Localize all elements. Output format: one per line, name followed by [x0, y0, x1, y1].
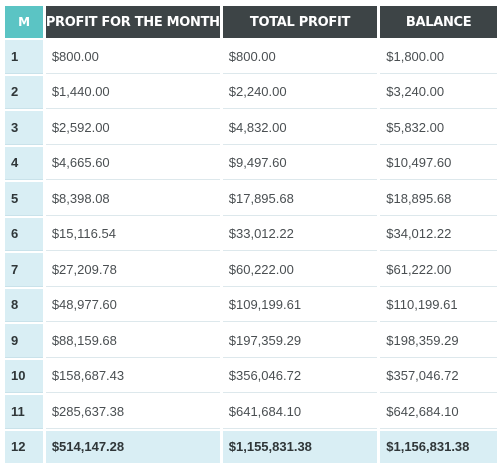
total-profit-cell: $33,012.22	[222, 217, 378, 251]
month-cell: 1	[5, 40, 43, 74]
total-profit-cell: $17,895.68	[222, 182, 378, 216]
balance-cell: $198,359.29	[380, 324, 497, 358]
total-profit-cell: $641,684.10	[222, 395, 378, 429]
profit-cell: $27,209.78	[45, 253, 220, 287]
profit-table: M PROFIT FOR THE MONTH TOTAL PROFIT BALA…	[2, 4, 500, 465]
header-balance: BALANCE	[380, 6, 497, 38]
balance-cell: $61,222.00	[380, 253, 497, 287]
month-cell: 12	[5, 430, 43, 463]
total-profit-cell: $197,359.29	[222, 324, 378, 358]
total-profit-cell: $356,046.72	[222, 359, 378, 393]
profit-cell: $4,665.60	[45, 146, 220, 180]
month-cell: 7	[5, 253, 43, 287]
total-profit-cell: $9,497.60	[222, 146, 378, 180]
balance-cell: $110,199.61	[380, 288, 497, 322]
profit-cell: $285,637.38	[45, 395, 220, 429]
total-profit-cell: $800.00	[222, 40, 378, 74]
month-cell: 2	[5, 75, 43, 109]
total-profit-cell: $109,199.61	[222, 288, 378, 322]
table-row: 5 $8,398.08 $17,895.68 $18,895.68	[5, 182, 497, 216]
total-profit-cell: $2,240.00	[222, 75, 378, 109]
table-row: 8 $48,977.60 $109,199.61 $110,199.61	[5, 288, 497, 322]
balance-cell: $1,156,831.38	[380, 430, 497, 463]
month-cell: 3	[5, 111, 43, 145]
table-body: 1 $800.00 $800.00 $1,800.00 2 $1,440.00 …	[5, 40, 497, 463]
month-cell: 4	[5, 146, 43, 180]
table-row: 9 $88,159.68 $197,359.29 $198,359.29	[5, 324, 497, 358]
balance-cell: $5,832.00	[380, 111, 497, 145]
table-row: 3 $2,592.00 $4,832.00 $5,832.00	[5, 111, 497, 145]
profit-cell: $158,687.43	[45, 359, 220, 393]
profit-cell: $88,159.68	[45, 324, 220, 358]
month-cell: 5	[5, 182, 43, 216]
table-row: 11 $285,637.38 $641,684.10 $642,684.10	[5, 395, 497, 429]
month-cell: 8	[5, 288, 43, 322]
table-row: 10 $158,687.43 $356,046.72 $357,046.72	[5, 359, 497, 393]
month-cell: 9	[5, 324, 43, 358]
table-row: 6 $15,116.54 $33,012.22 $34,012.22	[5, 217, 497, 251]
month-cell: 6	[5, 217, 43, 251]
profit-cell: $15,116.54	[45, 217, 220, 251]
profit-cell: $514,147.28	[45, 430, 220, 463]
header-total-profit: TOTAL PROFIT	[222, 6, 378, 38]
month-cell: 11	[5, 395, 43, 429]
table-row-final: 12 $514,147.28 $1,155,831.38 $1,156,831.…	[5, 430, 497, 463]
table-header: M PROFIT FOR THE MONTH TOTAL PROFIT BALA…	[5, 6, 497, 38]
balance-cell: $3,240.00	[380, 75, 497, 109]
header-row: M PROFIT FOR THE MONTH TOTAL PROFIT BALA…	[5, 6, 497, 38]
profit-cell: $48,977.60	[45, 288, 220, 322]
total-profit-cell: $1,155,831.38	[222, 430, 378, 463]
balance-cell: $642,684.10	[380, 395, 497, 429]
table-row: 2 $1,440.00 $2,240.00 $3,240.00	[5, 75, 497, 109]
profit-cell: $8,398.08	[45, 182, 220, 216]
profit-cell: $800.00	[45, 40, 220, 74]
profit-cell: $1,440.00	[45, 75, 220, 109]
balance-cell: $10,497.60	[380, 146, 497, 180]
total-profit-cell: $4,832.00	[222, 111, 378, 145]
profit-cell: $2,592.00	[45, 111, 220, 145]
month-cell: 10	[5, 359, 43, 393]
table-row: 1 $800.00 $800.00 $1,800.00	[5, 40, 497, 74]
balance-cell: $1,800.00	[380, 40, 497, 74]
header-profit-for-the-month: PROFIT FOR THE MONTH	[45, 6, 220, 38]
balance-cell: $34,012.22	[380, 217, 497, 251]
balance-cell: $357,046.72	[380, 359, 497, 393]
total-profit-cell: $60,222.00	[222, 253, 378, 287]
balance-cell: $18,895.68	[380, 182, 497, 216]
header-month: M	[5, 6, 43, 38]
table-row: 4 $4,665.60 $9,497.60 $10,497.60	[5, 146, 497, 180]
profit-table-container: M PROFIT FOR THE MONTH TOTAL PROFIT BALA…	[2, 4, 500, 465]
table-row: 7 $27,209.78 $60,222.00 $61,222.00	[5, 253, 497, 287]
